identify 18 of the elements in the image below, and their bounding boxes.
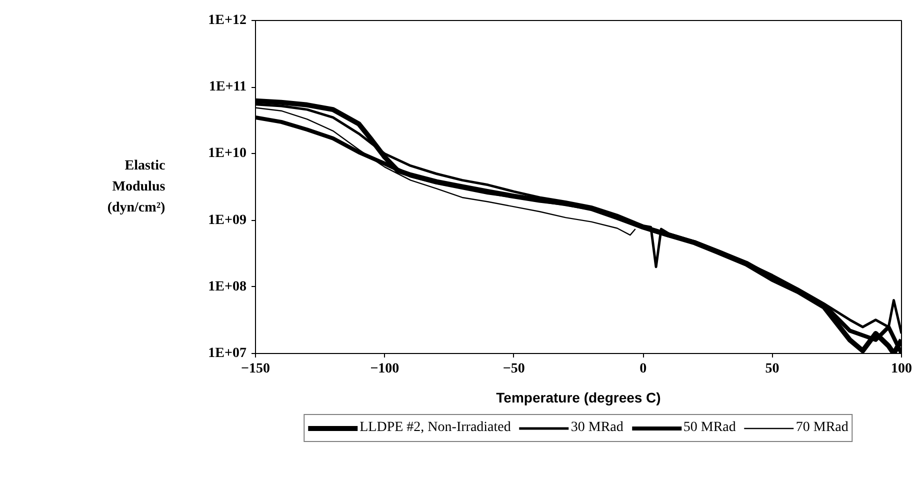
legend-label: LLDPE #2, Non-Irradiated	[360, 420, 511, 436]
y-axis-title: Elastic Modulus (dyn/cm²)	[107, 158, 166, 216]
x-tick-label: −50	[502, 362, 525, 376]
y-tick-label: 1E+11	[208, 80, 247, 95]
x-tick-label: 100	[891, 362, 912, 376]
x-tick-label: −150	[241, 362, 270, 376]
legend-label: 30 MRad	[570, 420, 624, 436]
x-tick-label: 0	[640, 362, 647, 376]
legend-label: 50 MRad	[683, 420, 736, 436]
x-tick-label: −100	[370, 362, 400, 376]
y-tick-label: 1E+10	[208, 146, 247, 162]
y-tick-label: 1E+07	[208, 346, 247, 361]
y-tick-label: 1E+08	[208, 279, 247, 294]
y-tick-label: 1E+12	[208, 13, 247, 28]
legend-label: 70 MRad	[796, 420, 848, 436]
x-axis-title: Temperature (degrees C)	[496, 390, 661, 406]
y-tick-label: 1E+09	[208, 212, 247, 228]
x-tick-label: 50	[765, 362, 780, 376]
